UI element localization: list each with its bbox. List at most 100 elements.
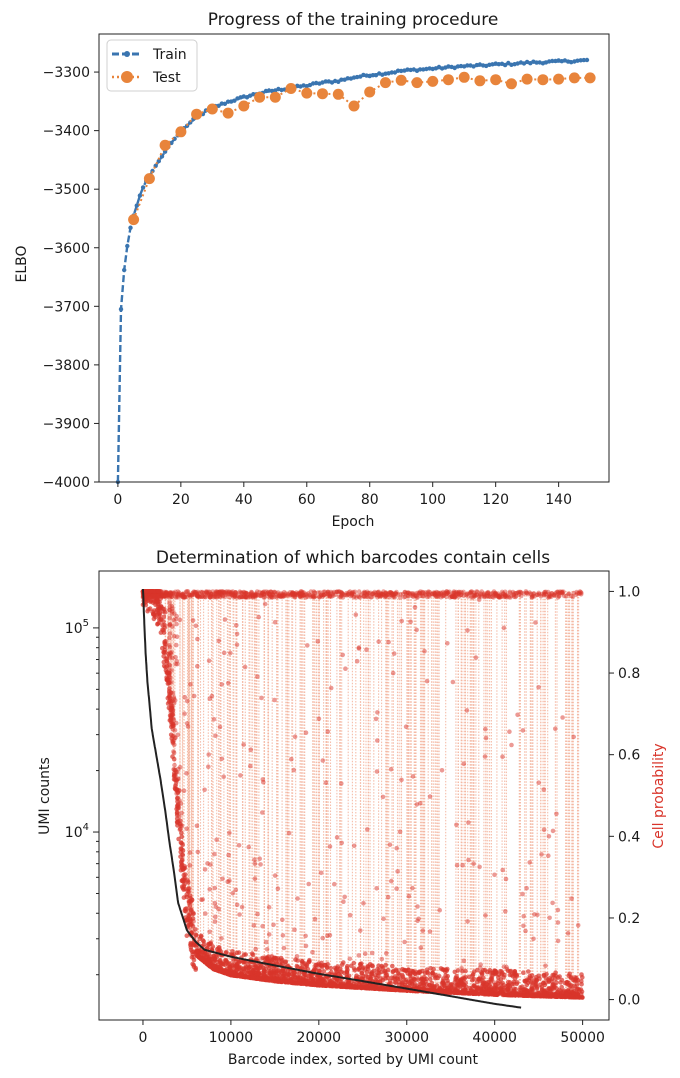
- top-y-tick-label: −3500: [43, 182, 90, 198]
- cell-probability-point: [430, 591, 435, 597]
- cell-probability-point: [403, 591, 409, 596]
- cell-probability-point: [509, 742, 514, 748]
- cell-probability-point: [307, 592, 312, 598]
- cell-probability-point: [507, 595, 513, 600]
- cell-probability-point: [406, 893, 412, 899]
- cell-probability-point: [266, 932, 272, 937]
- cell-probability-point: [261, 591, 267, 597]
- bottom-y2-tick-label: 0.6: [618, 748, 640, 764]
- cell-probability-point: [542, 982, 548, 988]
- cell-probability-point: [190, 592, 195, 597]
- cell-probability-point: [533, 974, 539, 980]
- cell-probability-point: [264, 947, 270, 952]
- cell-probability-point: [193, 589, 198, 595]
- cell-probability-point: [415, 918, 420, 924]
- cell-probability-point: [551, 593, 557, 598]
- cell-probability-point: [288, 592, 294, 598]
- cell-probability-point: [310, 593, 315, 599]
- cell-probability-point: [267, 957, 273, 962]
- cell-probability-point: [468, 590, 473, 596]
- cell-probability-point: [226, 961, 232, 967]
- cell-probability-point: [256, 614, 262, 620]
- cell-probability-point: [521, 913, 526, 919]
- cell-probability-point: [297, 591, 303, 596]
- cell-probability-point: [201, 942, 207, 947]
- cell-probability-point: [169, 720, 174, 725]
- cell-probability-point: [541, 591, 547, 597]
- cell-probability-point: [425, 594, 430, 600]
- cell-probability-point: [571, 977, 576, 982]
- cell-probability-point: [384, 950, 389, 956]
- cell-probability-point: [253, 593, 259, 599]
- cell-probability-point: [162, 591, 168, 596]
- cell-probability-point: [344, 593, 350, 598]
- cell-probability-point: [564, 980, 570, 985]
- cell-probability-point: [543, 591, 548, 597]
- cell-probability-point: [271, 594, 277, 600]
- cell-probability-point: [253, 591, 258, 596]
- cell-probability-point: [338, 589, 344, 595]
- cell-probability-point: [491, 991, 496, 997]
- cell-probability-point: [577, 589, 583, 594]
- cell-probability-point: [385, 592, 390, 598]
- cell-probability-point: [252, 593, 257, 599]
- cell-probability-point: [507, 729, 512, 734]
- cell-probability-point: [546, 834, 552, 839]
- legend-train-label: Train: [152, 47, 187, 63]
- cell-probability-point: [308, 589, 314, 594]
- cell-probability-point: [566, 591, 572, 597]
- cell-probability-point: [237, 590, 243, 596]
- cell-probability-point: [244, 595, 249, 600]
- cell-probability-point: [160, 606, 165, 611]
- legend-test-label: Test: [152, 70, 181, 86]
- cell-probability-point: [179, 830, 184, 836]
- cell-probability-point: [225, 592, 230, 597]
- top-x-tick-label: 60: [298, 492, 316, 508]
- cell-probability-point: [518, 590, 523, 595]
- cell-probability-point: [502, 593, 508, 598]
- cell-probability-point: [536, 685, 541, 690]
- cell-probability-point: [249, 590, 255, 595]
- cell-probability-point: [202, 594, 208, 600]
- cell-probability-point: [461, 958, 467, 964]
- cell-probability-point: [210, 593, 216, 598]
- cell-probability-point: [285, 593, 291, 598]
- cell-probability-point: [217, 589, 222, 595]
- cell-probability-point: [500, 594, 505, 599]
- cell-probability-point: [484, 590, 490, 596]
- cell-probability-point: [404, 590, 410, 596]
- cell-probability-point: [246, 844, 251, 850]
- cell-probability-point: [230, 591, 235, 596]
- cell-determination-chart: Determination of which barcodes contain …: [37, 548, 667, 1068]
- cell-probability-point: [207, 929, 212, 935]
- cell-probability-point: [301, 592, 306, 598]
- cell-probability-point: [547, 591, 552, 597]
- test-point: [427, 75, 439, 87]
- cell-probability-point: [300, 590, 305, 596]
- cell-probability-point: [160, 623, 165, 628]
- cell-probability-point: [295, 592, 301, 597]
- cell-probability-point: [310, 949, 315, 955]
- cell-probability-point: [420, 594, 426, 599]
- cell-probability-point: [167, 643, 172, 648]
- cell-probability-point: [339, 840, 345, 846]
- cell-probability-point: [174, 810, 180, 816]
- cell-probability-point: [277, 592, 283, 597]
- cell-probability-point: [391, 651, 397, 656]
- cell-probability-point: [579, 972, 584, 977]
- cell-probability-point: [248, 592, 253, 597]
- cell-probability-point: [419, 591, 425, 596]
- cell-probability-point: [444, 589, 450, 594]
- bottom-y2-tick-label: 1.0: [618, 584, 640, 600]
- cell-probability-point: [261, 592, 267, 597]
- cell-probability-point: [526, 978, 532, 983]
- cell-probability-point: [554, 811, 559, 817]
- cell-probability-point: [574, 589, 579, 595]
- cell-probability-point: [232, 594, 237, 599]
- cell-probability-point: [458, 589, 464, 595]
- cell-probability-point: [373, 716, 379, 722]
- cell-probability-point: [334, 589, 339, 595]
- cell-probability-point: [283, 591, 288, 596]
- cell-probability-point: [199, 594, 204, 599]
- cell-probability-point: [250, 593, 255, 598]
